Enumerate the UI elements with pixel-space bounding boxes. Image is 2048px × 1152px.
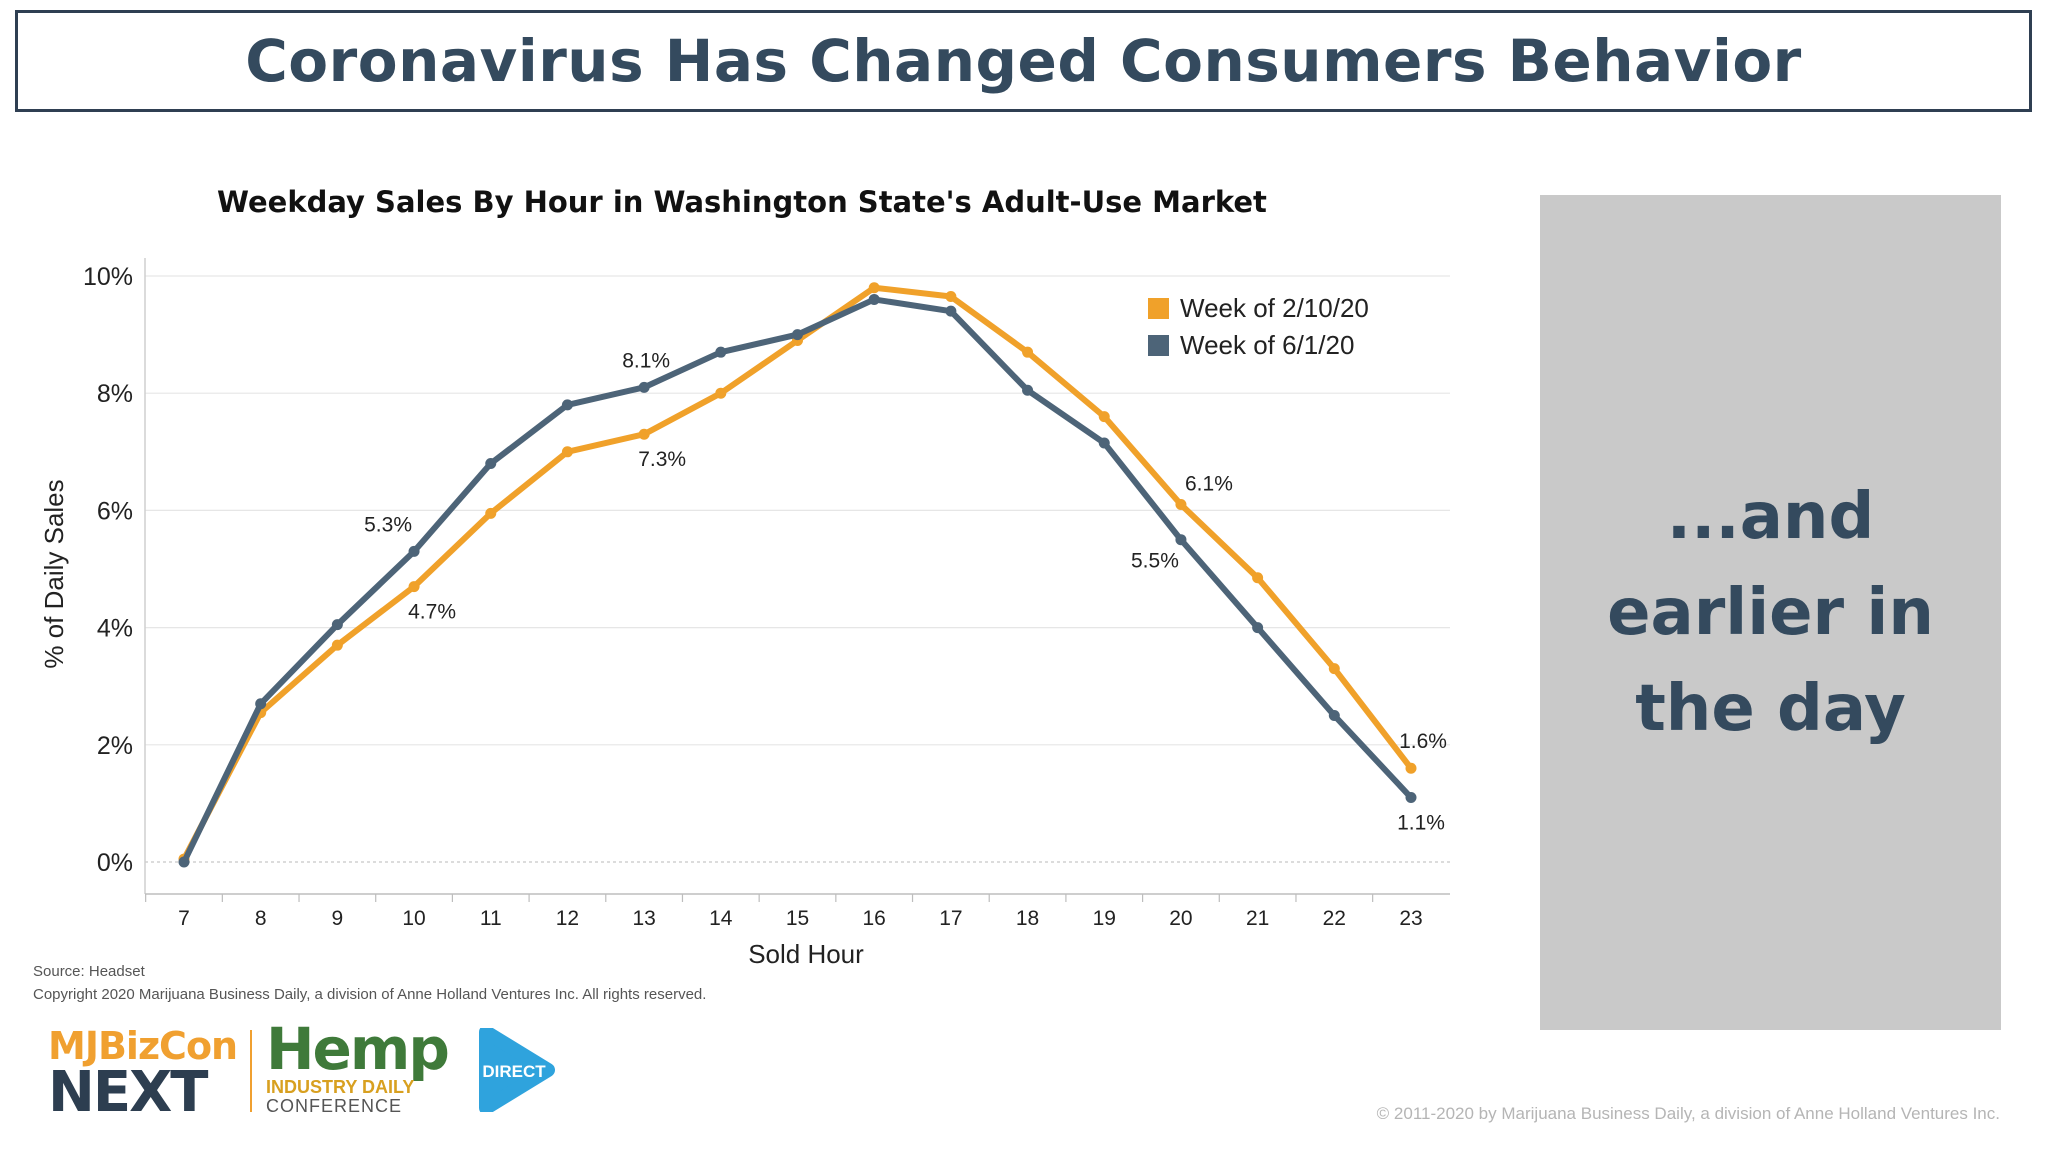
hemp-logo-conference: CONFERENCE — [266, 1096, 403, 1116]
data-point — [178, 856, 190, 868]
x-tick-label: 21 — [1246, 907, 1269, 930]
y-tick-label: 0% — [97, 849, 133, 877]
data-label: 1.1% — [1397, 812, 1445, 835]
data-point — [1328, 663, 1340, 675]
data-point — [485, 507, 497, 519]
direct-logo: DIRECT — [479, 1028, 555, 1112]
data-point — [715, 387, 727, 399]
data-point — [1022, 384, 1034, 396]
x-tick-label: 23 — [1399, 907, 1422, 930]
x-tick-label: 20 — [1169, 907, 1192, 930]
data-point — [1175, 534, 1187, 546]
data-label: 4.7% — [408, 601, 456, 624]
data-point — [945, 305, 957, 317]
line-chart: Weekday Sales By Hour in Washington Stat… — [39, 185, 1450, 969]
data-point — [1098, 411, 1110, 423]
y-tick-label: 10% — [83, 263, 133, 291]
x-tick-label: 8 — [255, 907, 267, 930]
data-label: 1.6% — [1399, 730, 1447, 753]
data-point — [561, 446, 573, 458]
data-point — [1098, 437, 1110, 449]
mjbizcon-next-logo: MJBizCon NEXT — [48, 1024, 248, 1125]
x-tick-label: 9 — [332, 907, 344, 930]
data-point — [1405, 792, 1417, 804]
legend-swatch-2 — [1148, 335, 1169, 356]
x-tick-label: 12 — [556, 907, 579, 930]
legend: Week of 2/10/20 Week of 6/1/20 — [1148, 293, 1369, 360]
side-panel: ...and earlier in the day — [1540, 195, 2001, 1030]
data-point — [255, 698, 267, 710]
chart-title: Weekday Sales By Hour in Washington Stat… — [217, 185, 1267, 219]
data-point — [868, 293, 880, 305]
axes: 0% 2% 4% 6% 8% 10% 7 8 9 10 11 12 13 14 15 16 17 18 19 20 21… — [83, 258, 1450, 930]
legend-label-1: Week of 2/10/20 — [1180, 293, 1369, 323]
data-point — [408, 545, 420, 557]
data-point — [408, 581, 420, 593]
data-point — [485, 458, 497, 470]
data-label: 5.5% — [1131, 550, 1179, 573]
x-tick-label: 17 — [939, 907, 962, 930]
logo-divider — [250, 1030, 252, 1112]
data-point — [945, 291, 957, 303]
x-tick-label: 10 — [402, 907, 425, 930]
hemp-logo-subtitle: INDUSTRY DAILY — [266, 1077, 415, 1097]
data-point — [1405, 762, 1417, 774]
data-point — [638, 381, 650, 393]
x-tick-label: 14 — [709, 907, 733, 930]
data-point — [715, 346, 727, 358]
side-panel-text: ...and earlier in the day — [1607, 479, 1934, 746]
x-tick-label: 13 — [632, 907, 655, 930]
slide-title-box: Coronavirus Has Changed Consumers Behavi… — [15, 10, 2032, 112]
source-note: Source: Headset — [33, 963, 145, 980]
next-logo-text: NEXT — [48, 1060, 209, 1125]
x-axis-label: Sold Hour — [748, 939, 864, 969]
x-tick-label: 7 — [178, 907, 190, 930]
data-point — [792, 329, 803, 341]
data-point — [1175, 499, 1187, 511]
x-tick-label: 16 — [863, 907, 886, 930]
copyright-note: Copyright 2020 Marijuana Business Daily,… — [33, 986, 707, 1003]
legend-swatch-1 — [1148, 298, 1169, 319]
direct-logo-shape — [479, 1028, 555, 1112]
data-point — [1328, 710, 1340, 721]
data-label: 5.3% — [364, 513, 412, 536]
x-tick-label: 11 — [480, 907, 502, 930]
data-point — [561, 399, 573, 411]
y-tick-label: 8% — [97, 380, 133, 408]
x-tick-label: 15 — [786, 907, 809, 930]
data-labels: 5.3% 4.7% 8.1% 7.3% 6.1% 5.5% 1.6% 1.1% — [364, 349, 1447, 834]
data-point — [1252, 572, 1264, 584]
series-line-1 — [181, 284, 1414, 863]
data-point — [638, 428, 650, 440]
x-tick-label: 22 — [1323, 907, 1346, 930]
series-lines — [178, 282, 1417, 868]
data-label: 8.1% — [622, 349, 670, 372]
direct-logo-text: DIRECT — [482, 1062, 546, 1081]
footer-copyright: © 2011-2020 by Marijuana Business Daily,… — [1376, 1104, 2000, 1123]
data-point — [1022, 346, 1034, 358]
legend-label-2: Week of 6/1/20 — [1180, 330, 1354, 360]
grid-lines — [145, 275, 1450, 863]
series-line-2 — [181, 296, 1414, 865]
y-tick-label: 2% — [97, 732, 133, 760]
x-tick-label: 19 — [1093, 907, 1116, 930]
data-label: 6.1% — [1185, 473, 1233, 496]
y-axis-label: % of Daily Sales — [39, 479, 69, 668]
y-tick-label: 4% — [97, 615, 133, 643]
hemp-industry-daily-logo: Hemp INDUSTRY DAILY CONFERENCE — [266, 1020, 466, 1116]
y-tick-label: 6% — [97, 497, 133, 525]
data-label: 7.3% — [638, 448, 686, 471]
data-point — [1252, 622, 1264, 634]
hemp-logo-text: Hemp — [266, 1015, 450, 1083]
mjbizcon-logo-text: MJBizCon — [48, 1024, 238, 1068]
data-point — [331, 639, 343, 651]
slide-title: Coronavirus Has Changed Consumers Behavi… — [245, 27, 1802, 95]
data-point — [331, 619, 343, 631]
x-tick-label: 18 — [1016, 907, 1039, 930]
data-point — [868, 282, 880, 294]
